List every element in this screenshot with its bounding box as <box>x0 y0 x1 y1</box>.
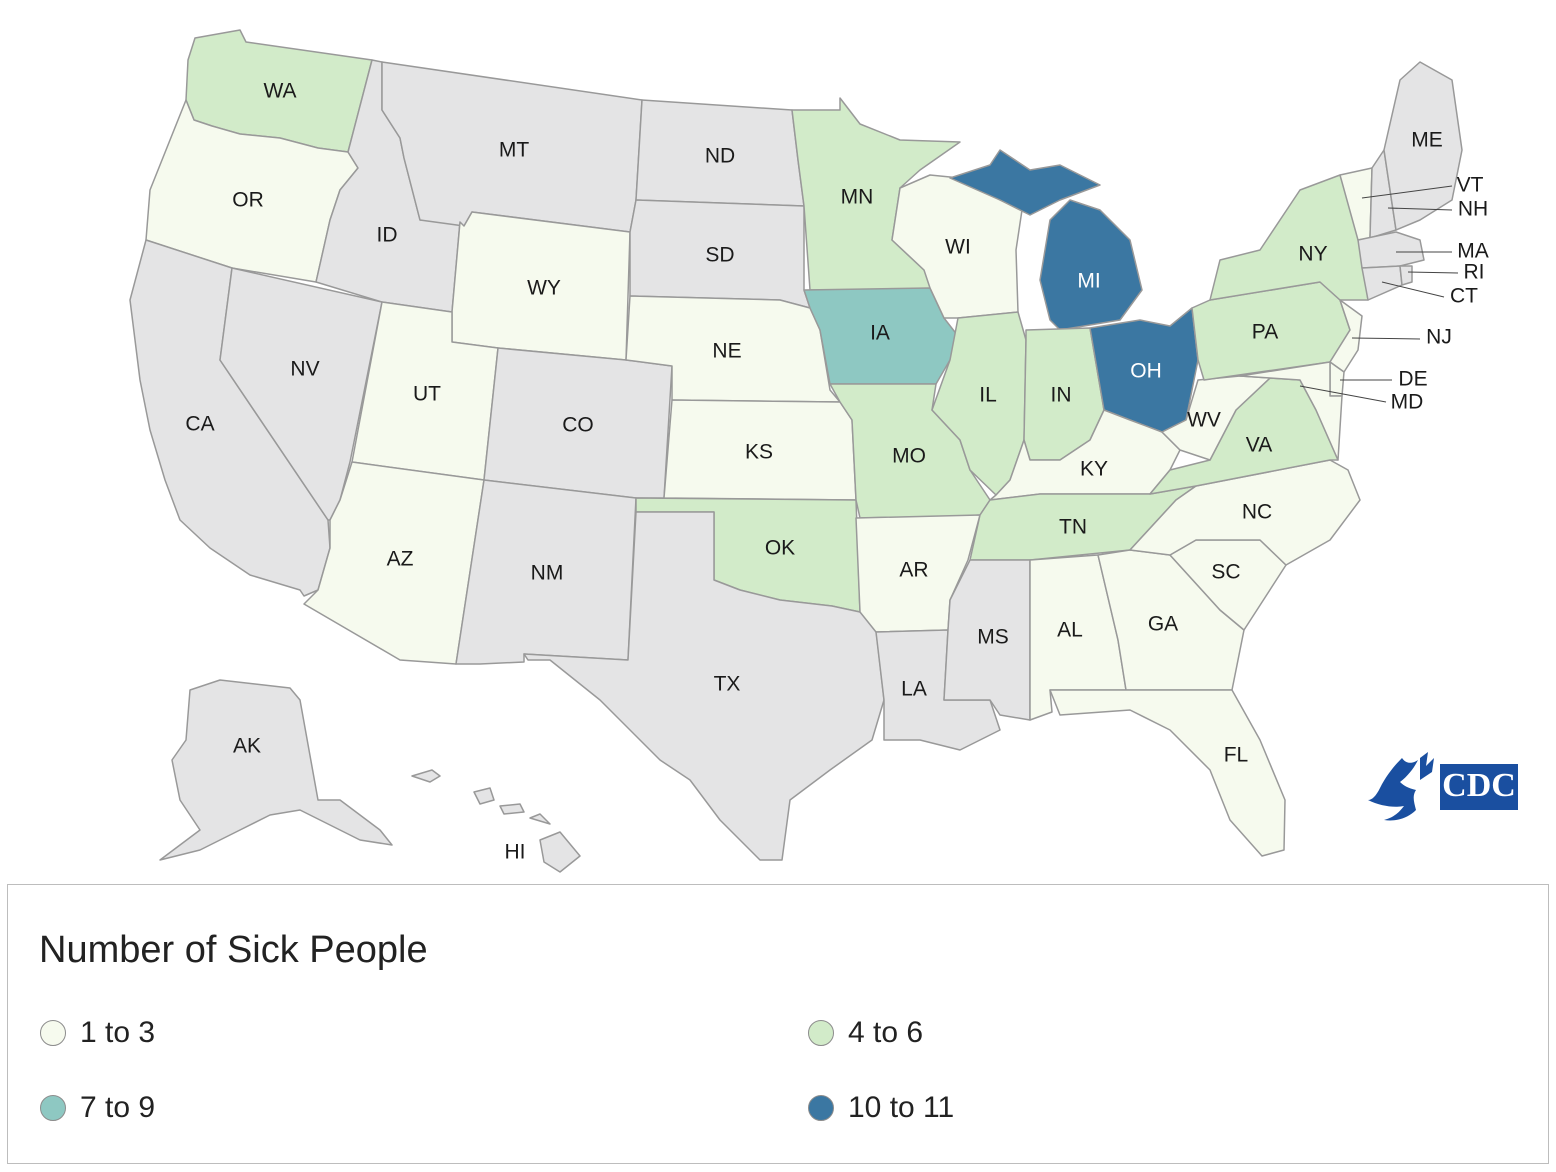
leader-VT <box>1361 185 1453 199</box>
label-OR: OR <box>232 189 264 212</box>
legend-item-3: 7 to 9 <box>40 1091 155 1125</box>
label-HI: HI <box>505 841 526 864</box>
label-VT: VT <box>1457 174 1484 197</box>
label-FL: FL <box>1224 744 1249 767</box>
label-WI: WI <box>945 236 971 259</box>
legend-label-1: 1 to 3 <box>80 1016 156 1049</box>
state-labels-layer: WA OR CA NV ID MT WY UT AZ CO NM ND SD N… <box>185 80 1488 864</box>
label-VA: VA <box>1246 434 1272 457</box>
label-CO: CO <box>562 414 594 437</box>
label-MN: MN <box>841 186 874 209</box>
label-NH: NH <box>1458 198 1488 221</box>
label-MA: MA <box>1457 240 1489 263</box>
label-ND: ND <box>705 145 735 168</box>
label-NV: NV <box>290 358 319 381</box>
label-MI: MI <box>1077 270 1100 293</box>
label-SD: SD <box>705 244 734 267</box>
state-MD[interactable] <box>1239 361 1343 461</box>
legend-item-1: 1 to 3 <box>40 1016 155 1050</box>
leader-CT <box>1381 281 1445 298</box>
label-AR: AR <box>899 559 928 582</box>
label-NE: NE <box>712 340 741 363</box>
state-NY[interactable] <box>1209 174 1369 301</box>
label-CA: CA <box>185 413 214 436</box>
label-IL: IL <box>979 384 997 407</box>
legend-label-3: 7 to 9 <box>80 1091 156 1124</box>
leader-NJ <box>1351 337 1421 340</box>
leader-RI <box>1407 271 1459 274</box>
state-MA[interactable] <box>1357 231 1425 269</box>
states-layer <box>129 29 1463 873</box>
legend-swatch-1 <box>40 1020 66 1046</box>
label-IN: IN <box>1051 384 1072 407</box>
legend: Number of Sick People 1 to 3 4 to 6 7 to… <box>7 884 1549 1164</box>
state-AK[interactable] <box>159 679 393 861</box>
legend-title: Number of Sick People <box>39 929 428 971</box>
legend-swatch-3 <box>40 1095 66 1121</box>
label-DE: DE <box>1398 368 1427 391</box>
label-MS: MS <box>977 626 1009 649</box>
legend-item-2: 4 to 6 <box>808 1016 923 1050</box>
label-WV: WV <box>1187 409 1221 432</box>
label-SC: SC <box>1211 561 1240 584</box>
us-map: WA OR CA NV ID MT WY UT AZ CO NM ND SD N… <box>129 29 1518 873</box>
label-OH: OH <box>1130 360 1162 383</box>
state-ME[interactable] <box>1383 61 1463 231</box>
legend-label-4: 10 to 11 <box>848 1091 955 1124</box>
cdc-logo-text: CDC <box>1442 767 1516 804</box>
label-AL: AL <box>1057 619 1083 642</box>
label-TX: TX <box>714 673 741 696</box>
state-RI[interactable] <box>1399 265 1413 286</box>
label-MT: MT <box>499 139 529 162</box>
label-AK: AK <box>233 735 261 758</box>
legend-swatch-2 <box>808 1020 834 1046</box>
label-NC: NC <box>1242 501 1272 524</box>
state-NC[interactable] <box>1129 459 1361 566</box>
leader-NH <box>1387 207 1453 211</box>
state-TX[interactable] <box>523 511 885 861</box>
label-ID: ID <box>377 224 398 247</box>
label-ME: ME <box>1411 129 1443 152</box>
label-IA: IA <box>870 322 890 345</box>
label-TN: TN <box>1059 516 1087 539</box>
label-MD: MD <box>1391 391 1424 414</box>
label-PA: PA <box>1252 321 1278 344</box>
state-FL[interactable] <box>1049 689 1286 857</box>
label-NY: NY <box>1298 243 1327 266</box>
label-RI: RI <box>1464 261 1485 284</box>
label-WY: WY <box>527 277 561 300</box>
legend-swatch-4 <box>808 1095 834 1121</box>
label-AZ: AZ <box>387 548 414 571</box>
label-MO: MO <box>892 445 926 468</box>
label-GA: GA <box>1148 613 1178 636</box>
label-WA: WA <box>263 80 296 103</box>
cdc-logo: CDC <box>1368 752 1518 821</box>
label-UT: UT <box>413 383 441 406</box>
label-KY: KY <box>1080 458 1108 481</box>
state-MI[interactable] <box>949 149 1143 331</box>
leader-MD <box>1299 385 1387 403</box>
state-CT[interactable] <box>1361 265 1403 301</box>
label-OK: OK <box>765 537 795 560</box>
label-KS: KS <box>745 441 773 464</box>
legend-label-2: 4 to 6 <box>848 1016 924 1049</box>
state-NE[interactable] <box>625 295 841 403</box>
label-NJ: NJ <box>1426 326 1452 349</box>
label-CT: CT <box>1450 285 1478 308</box>
hhs-eagle-icon <box>1368 752 1434 821</box>
state-HI[interactable] <box>411 769 581 873</box>
label-LA: LA <box>901 678 927 701</box>
label-NM: NM <box>531 562 564 585</box>
legend-item-4: 10 to 11 <box>808 1091 954 1125</box>
